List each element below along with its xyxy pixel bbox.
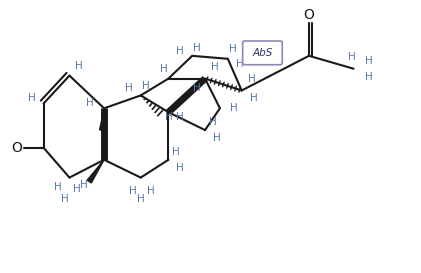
Text: H: H bbox=[137, 194, 144, 204]
Polygon shape bbox=[100, 108, 104, 130]
Text: O: O bbox=[11, 141, 22, 155]
Text: H: H bbox=[75, 61, 83, 71]
FancyBboxPatch shape bbox=[242, 41, 282, 65]
Text: H: H bbox=[176, 112, 184, 122]
Polygon shape bbox=[87, 160, 104, 183]
Text: AbS: AbS bbox=[252, 48, 273, 58]
Text: H: H bbox=[80, 180, 88, 189]
Text: H: H bbox=[176, 46, 184, 56]
Text: H: H bbox=[236, 59, 244, 69]
Text: H: H bbox=[211, 62, 219, 72]
Text: H: H bbox=[129, 186, 137, 197]
Text: H: H bbox=[348, 52, 355, 62]
Text: H: H bbox=[54, 182, 61, 192]
Text: H: H bbox=[74, 185, 81, 194]
Text: H: H bbox=[193, 43, 201, 53]
Text: H: H bbox=[230, 103, 237, 113]
Text: H: H bbox=[193, 84, 201, 93]
Text: H: H bbox=[209, 117, 217, 127]
Text: H: H bbox=[147, 186, 155, 197]
Text: H: H bbox=[248, 74, 256, 84]
Text: H: H bbox=[125, 82, 133, 93]
Text: H: H bbox=[160, 64, 168, 74]
Text: H: H bbox=[165, 112, 172, 122]
Text: O: O bbox=[304, 8, 314, 22]
Text: H: H bbox=[365, 72, 372, 82]
Text: H: H bbox=[142, 81, 149, 91]
Text: H: H bbox=[86, 98, 94, 108]
Text: H: H bbox=[61, 194, 68, 204]
Text: H: H bbox=[176, 163, 184, 173]
Text: H: H bbox=[250, 93, 257, 103]
Text: H: H bbox=[213, 133, 221, 143]
Text: H: H bbox=[365, 56, 372, 66]
Text: H: H bbox=[229, 44, 237, 54]
Text: H: H bbox=[28, 93, 36, 103]
Text: H: H bbox=[173, 147, 180, 157]
